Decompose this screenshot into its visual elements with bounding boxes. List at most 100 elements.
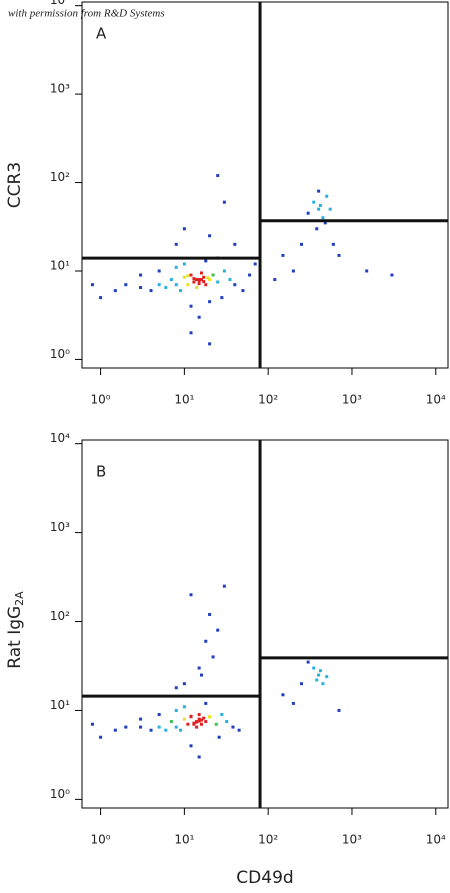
event-dot	[214, 722, 218, 726]
event-dot	[197, 717, 201, 721]
event-dot	[199, 271, 203, 275]
event-dot	[157, 713, 161, 717]
event-dot	[192, 280, 196, 284]
event-dot	[182, 717, 186, 721]
event-dot	[197, 279, 201, 283]
event-dot	[164, 286, 168, 290]
event-dot	[208, 612, 212, 616]
event-dot	[182, 682, 186, 686]
event-dot	[291, 269, 295, 273]
y-tick-label: 10¹	[50, 258, 70, 272]
x-tick-label: 10⁴	[426, 393, 446, 407]
x-tick-label: 10²	[258, 393, 278, 407]
event-dot	[233, 242, 237, 246]
event-dot	[318, 669, 322, 673]
event-dot	[139, 717, 143, 721]
event-dot	[220, 713, 224, 717]
event-dot	[204, 639, 208, 643]
event-dot	[199, 278, 203, 282]
event-dot	[174, 686, 178, 690]
event-dot	[199, 718, 203, 722]
event-dot	[189, 714, 193, 718]
y-axis-label-text: CCR3	[5, 162, 25, 208]
event-dot	[217, 735, 221, 739]
event-dot	[216, 280, 220, 284]
event-dot	[248, 273, 252, 277]
y-axis-label: CCR3	[5, 162, 25, 208]
event-dot	[228, 278, 232, 282]
x-tick-label: 10⁰	[91, 833, 111, 847]
event-dot	[211, 655, 215, 659]
event-dot	[186, 274, 190, 278]
event-dot	[113, 289, 117, 293]
event-dot	[124, 725, 128, 729]
event-dot	[189, 331, 193, 335]
x-tick-label: 10⁴	[426, 833, 446, 847]
x-tick-label: 10¹	[174, 393, 194, 407]
plot-frame	[81, 439, 449, 809]
event-dot	[222, 584, 226, 588]
event-dot	[328, 207, 332, 211]
event-dot	[216, 174, 220, 178]
event-dot	[315, 227, 319, 231]
y-tick-label: 10⁰	[50, 347, 70, 361]
event-dot	[337, 708, 341, 712]
event-dot	[195, 286, 199, 290]
event-dot	[253, 262, 257, 266]
event-dot	[90, 283, 94, 287]
panel-label: B	[96, 463, 106, 481]
event-dot	[174, 242, 178, 246]
event-dot	[99, 296, 103, 300]
plot-frame	[81, 1, 449, 369]
event-dot	[192, 721, 196, 725]
y-tick-label: 10⁰	[50, 787, 70, 801]
event-dot	[208, 278, 212, 282]
event-dot	[157, 725, 161, 729]
event-dot	[189, 593, 193, 597]
event-dot	[139, 273, 143, 277]
x-tick-label: 10³	[342, 393, 362, 407]
event-dot	[208, 342, 212, 346]
event-dot	[291, 701, 295, 705]
event-dot	[331, 242, 335, 246]
event-dot	[315, 678, 319, 682]
event-dot	[306, 211, 310, 215]
event-dot	[195, 278, 199, 282]
y-axis-label-sub: 2A	[13, 591, 26, 606]
event-dot	[90, 722, 94, 726]
event-dot	[197, 713, 201, 717]
event-dot	[124, 283, 128, 287]
y-tick-label: 10¹	[50, 698, 70, 712]
event-dot	[312, 200, 316, 204]
x-tick-label: 10³	[342, 833, 362, 847]
event-dot	[312, 666, 316, 670]
event-dot	[139, 286, 143, 290]
event-dot	[189, 273, 193, 277]
event-dot	[273, 278, 277, 282]
x-tick-label: 10⁰	[91, 393, 111, 407]
event-dot	[199, 673, 203, 677]
event-dot	[182, 262, 186, 266]
event-dot	[186, 722, 190, 726]
event-dot	[197, 315, 201, 319]
event-dot	[182, 705, 186, 709]
event-dot	[195, 725, 199, 729]
y-tick-label: 10²	[50, 170, 70, 184]
y-axis-label-text: Rat IgG	[5, 606, 25, 669]
event-dot	[169, 278, 173, 282]
y-tick-label: 10⁴	[50, 0, 70, 7]
y-axis-label: Rat IgG2A	[5, 591, 26, 669]
event-dot	[365, 269, 369, 273]
event-dot	[197, 282, 201, 286]
event-dot	[199, 722, 203, 726]
event-dot	[317, 189, 321, 193]
y-tick-label: 10³	[50, 520, 70, 534]
event-dot	[189, 304, 193, 308]
event-dot	[195, 720, 199, 724]
event-dot	[325, 194, 329, 198]
event-dot	[204, 701, 208, 705]
event-dot	[157, 283, 161, 287]
event-dot	[182, 227, 186, 231]
event-dot	[113, 728, 117, 732]
